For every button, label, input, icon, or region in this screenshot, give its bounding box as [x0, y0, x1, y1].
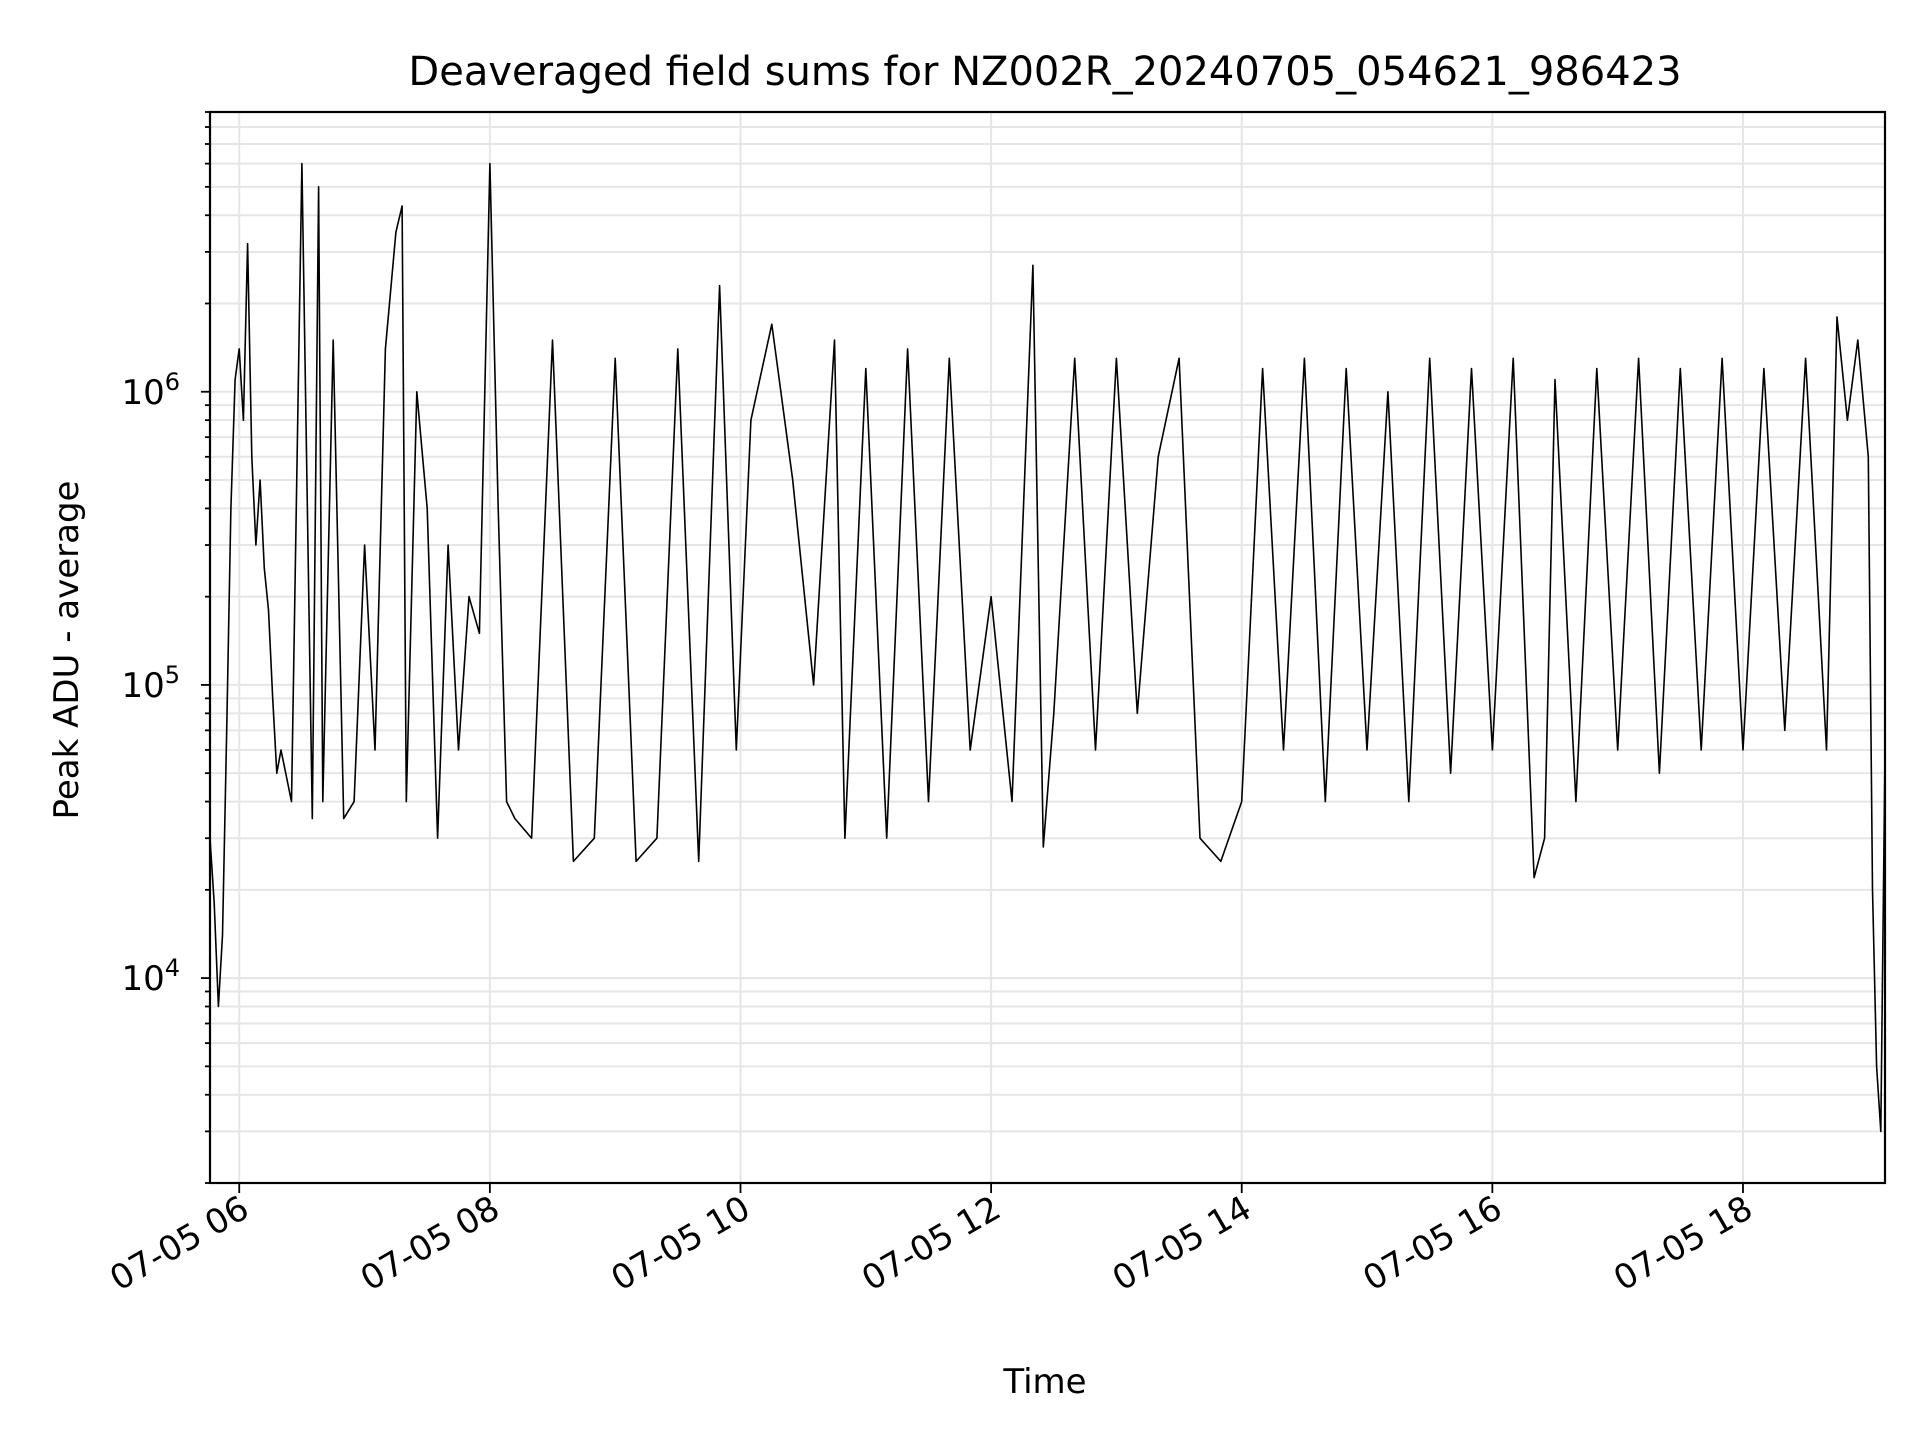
- y-axis-label: Peak ADU - average: [47, 481, 87, 820]
- y-axis: 104 105 106: [121, 111, 210, 1184]
- x-axis-label: Time: [1002, 1362, 1086, 1402]
- plot-area: [209, 162, 1886, 1133]
- plot-frame: [208, 110, 1887, 1185]
- y-tick-label: 105: [121, 661, 180, 706]
- y-tick-label: 104: [121, 954, 180, 999]
- y-tick-label: 106: [121, 368, 180, 413]
- series-line: [209, 162, 1886, 1133]
- chart-title: Deaveraged field sums for NZ002R_2024070…: [408, 49, 1681, 95]
